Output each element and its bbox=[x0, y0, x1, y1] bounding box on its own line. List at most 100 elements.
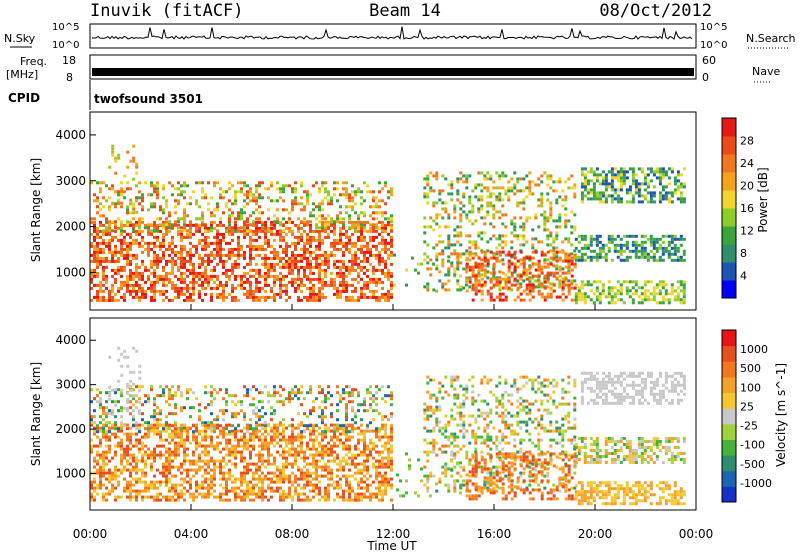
power-cell bbox=[201, 187, 204, 191]
velocity-cell bbox=[129, 462, 132, 466]
power-cell bbox=[435, 267, 439, 271]
velocity-cell bbox=[165, 456, 168, 460]
velocity-cell bbox=[240, 477, 243, 481]
velocity-cell bbox=[321, 453, 324, 457]
power-cell bbox=[462, 195, 466, 199]
velocity-cell bbox=[198, 465, 201, 469]
power-cell bbox=[483, 177, 487, 181]
power-cell bbox=[468, 195, 472, 199]
power-cell bbox=[664, 283, 668, 287]
power-cell bbox=[679, 258, 683, 262]
velocity-cell bbox=[342, 444, 345, 448]
power-cell bbox=[372, 226, 375, 230]
velocity-cell bbox=[252, 462, 255, 466]
power-cell bbox=[111, 259, 114, 263]
velocity-cell bbox=[282, 429, 285, 433]
power-cell bbox=[120, 238, 123, 242]
power-cell bbox=[546, 183, 550, 187]
power-cell bbox=[192, 268, 195, 272]
power-cell bbox=[522, 268, 526, 272]
velocity-cell bbox=[150, 462, 153, 466]
velocity-cell bbox=[159, 483, 162, 487]
velocity-cell bbox=[291, 444, 294, 448]
velocity-cell bbox=[99, 483, 102, 487]
power-cell bbox=[312, 286, 315, 290]
power-cell bbox=[330, 223, 333, 227]
power-cell bbox=[366, 268, 369, 272]
velocity-cell bbox=[162, 465, 165, 469]
power-cell bbox=[309, 235, 312, 239]
power-cell bbox=[540, 267, 544, 271]
power-cell bbox=[123, 229, 126, 233]
power-cell bbox=[381, 295, 384, 299]
velocity-cell bbox=[327, 483, 330, 487]
velocity-cell bbox=[318, 465, 321, 469]
power-cell bbox=[216, 244, 219, 248]
power-cell bbox=[540, 195, 544, 199]
power-cell bbox=[468, 268, 472, 272]
power-cell bbox=[162, 223, 165, 227]
power-cell bbox=[111, 295, 114, 299]
power-cell bbox=[102, 205, 105, 209]
power-cell bbox=[333, 253, 336, 257]
power-cell bbox=[381, 220, 384, 224]
velocity-cell bbox=[315, 435, 318, 439]
power-cell bbox=[441, 282, 445, 286]
power-cell bbox=[231, 295, 234, 299]
power-cell bbox=[228, 223, 231, 227]
power-cell bbox=[483, 253, 487, 257]
power-cell bbox=[111, 147, 115, 151]
velocity-cell bbox=[288, 441, 291, 445]
velocity-cell bbox=[222, 471, 225, 475]
velocity-cell bbox=[303, 471, 306, 475]
power-cell bbox=[595, 240, 599, 244]
power-cell bbox=[375, 229, 378, 233]
power-cell bbox=[138, 244, 141, 248]
power-cell bbox=[637, 249, 641, 253]
velocity-cell bbox=[177, 492, 180, 496]
velocity-cell bbox=[309, 480, 312, 484]
power-cell bbox=[252, 256, 255, 260]
power-cell bbox=[228, 247, 231, 251]
power-cell bbox=[96, 205, 99, 209]
power-cell bbox=[540, 213, 544, 217]
power-cell bbox=[234, 295, 237, 299]
power-cell bbox=[150, 229, 153, 233]
velocity-cell bbox=[120, 447, 123, 451]
velocity-cell bbox=[258, 429, 261, 433]
power-cell bbox=[354, 262, 357, 266]
power-cell bbox=[673, 237, 677, 241]
velocity-cell bbox=[252, 477, 255, 481]
power-cell bbox=[586, 191, 590, 195]
velocity-cell bbox=[129, 441, 132, 445]
power-cell bbox=[456, 255, 460, 259]
power-cell bbox=[438, 198, 442, 202]
velocity-cell bbox=[270, 453, 273, 457]
velocity-cell bbox=[237, 441, 240, 445]
velocity-cell bbox=[189, 483, 192, 487]
power-cell bbox=[135, 295, 138, 299]
power-cell bbox=[598, 252, 602, 256]
power-cell bbox=[243, 199, 246, 203]
velocity-cell bbox=[171, 465, 174, 469]
velocity-cell bbox=[213, 447, 216, 451]
velocity-cell bbox=[153, 432, 156, 436]
power-cell bbox=[486, 240, 490, 244]
power-cell bbox=[204, 196, 207, 200]
power-cell bbox=[513, 256, 517, 260]
velocity-cell bbox=[132, 465, 135, 469]
power-cell bbox=[315, 298, 318, 302]
power-cell bbox=[619, 237, 623, 241]
power-cell bbox=[222, 247, 225, 251]
power-cell bbox=[114, 190, 117, 194]
power-cell bbox=[510, 246, 514, 250]
power-cell bbox=[387, 256, 390, 260]
power-cell bbox=[655, 170, 659, 174]
power-cell bbox=[321, 277, 324, 281]
power-cell bbox=[390, 271, 393, 275]
power-cell bbox=[147, 250, 150, 254]
power-cell bbox=[336, 292, 339, 296]
power-cell bbox=[138, 202, 141, 206]
power-cell bbox=[646, 191, 650, 195]
velocity-cell bbox=[279, 423, 282, 427]
